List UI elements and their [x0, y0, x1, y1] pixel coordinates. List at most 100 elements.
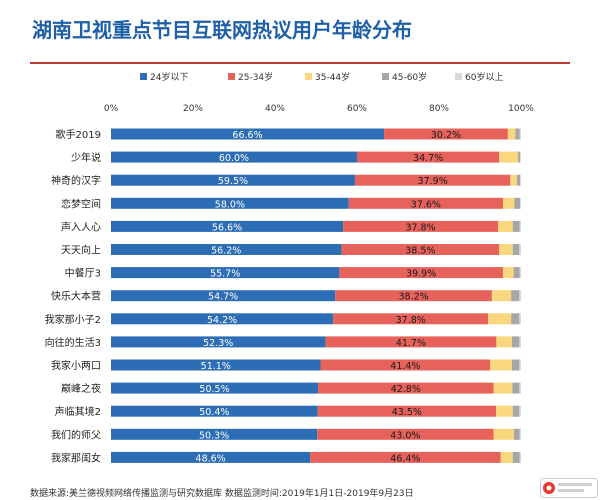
category-label: 歌手2019: [56, 128, 101, 141]
bar-segment: [490, 359, 512, 371]
bar-segment: [514, 428, 520, 440]
data-label: 50.4%: [199, 407, 229, 418]
data-label: 48.6%: [196, 453, 226, 464]
x-tick-label: 80%: [429, 104, 449, 114]
bar-segment: [519, 313, 521, 325]
bar-segment: [111, 267, 340, 279]
x-tick-label: 20%: [183, 104, 203, 114]
bar-segment: [519, 267, 521, 279]
bar-segment: [515, 128, 520, 140]
legend-swatch: [455, 73, 462, 80]
bar-segment: [519, 336, 521, 348]
data-label: 37.8%: [396, 315, 426, 326]
data-label: 43.5%: [392, 407, 422, 418]
bar-segment: [488, 313, 512, 325]
bar-segment: [520, 197, 521, 209]
bar-segment: [512, 244, 520, 255]
data-label: 50.5%: [199, 384, 229, 395]
data-label: 37.9%: [418, 176, 448, 187]
bar-segment: [519, 290, 521, 302]
bar-segment: [111, 220, 344, 232]
bar-segment: [511, 290, 520, 302]
data-label: 52.3%: [203, 338, 233, 349]
bar-segment: [335, 290, 492, 302]
data-label: 60.0%: [219, 153, 249, 164]
bar-segment: [512, 405, 520, 417]
bar-segment: [511, 313, 520, 325]
bar-segment: [111, 451, 311, 463]
legend-label: 25-34岁: [238, 71, 273, 83]
x-tick-label: 0%: [104, 104, 119, 114]
bars: [111, 128, 521, 463]
category-label: 声入人心: [61, 220, 101, 233]
bar-segment: [111, 174, 355, 186]
category-label: 恋梦空间: [61, 197, 101, 210]
bar-segment: [111, 197, 349, 209]
bar-segment: [514, 197, 521, 209]
bar-segment: [500, 451, 513, 463]
bar-segment: [320, 359, 491, 371]
category-label: 我们的师父: [51, 428, 101, 441]
bar-segment: [493, 382, 513, 394]
bar-segment: [310, 451, 501, 463]
chart-title: 湖南卫视重点节目互联网热议用户年龄分布: [32, 18, 412, 42]
bar-segment: [341, 244, 500, 255]
bar-segment: [511, 336, 520, 348]
bar-segment: [499, 244, 513, 255]
bar-segment: [512, 382, 520, 394]
category-label: 少年说: [71, 151, 101, 164]
bar-segment: [519, 128, 521, 140]
bar-segment: [507, 128, 516, 140]
bar-segment: [339, 267, 503, 279]
legend-label: 60岁以上: [465, 71, 503, 83]
data-label: 38.2%: [398, 292, 428, 303]
bar-segment: [111, 128, 385, 140]
bar-segment: [343, 220, 499, 232]
data-source-note: 数据来源:美兰德视频网络传播监测与研究数据库 数据监测时间:2019年1月1日-…: [30, 489, 414, 499]
category-label: 快乐大本营: [51, 290, 101, 303]
x-tick-label: 60%: [347, 104, 367, 114]
bar-segment: [318, 382, 494, 394]
data-label: 43.0%: [390, 430, 420, 441]
bar-segment: [502, 197, 515, 209]
bar-segment: [111, 428, 318, 440]
bar-segment: [516, 174, 521, 186]
legend-label: 24岁以下: [150, 71, 188, 83]
bar-segment: [325, 336, 497, 348]
bar-segment: [111, 405, 318, 417]
bar-segment: [491, 290, 512, 302]
bar-segment: [510, 174, 517, 186]
x-axis-ticks: 0% 20% 40% 60% 80% 100%: [104, 104, 534, 114]
data-label: 41.7%: [396, 338, 426, 349]
data-label: 30.2%: [431, 130, 461, 141]
watermark-logo: [540, 478, 598, 498]
category-label: 我家那闺女: [51, 451, 101, 464]
data-label: 54.2%: [207, 315, 237, 326]
bar-segment: [519, 428, 521, 440]
data-label: 37.8%: [405, 222, 435, 233]
bar-segment: [111, 382, 319, 394]
bar-segment: [111, 290, 336, 302]
legend: 24岁以下 25-34岁 35-44岁 45-60岁 60岁以上: [140, 71, 503, 83]
data-label: 56.2%: [211, 246, 241, 257]
data-labels: 66.6% 30.2% 60.0% 34.7% 59.5% 37.9% 58.0% 37.6%…: [196, 130, 462, 464]
bar-segment: [333, 313, 489, 325]
data-label: 66.6%: [232, 130, 262, 141]
legend-swatch: [305, 73, 312, 80]
bar-segment: [519, 359, 521, 371]
bar-segment: [493, 428, 515, 440]
bar-segment: [519, 451, 521, 463]
bar-segment: [519, 405, 521, 417]
data-label: 51.1%: [201, 361, 231, 372]
bar-segment: [348, 197, 503, 209]
data-label: 41.4%: [390, 361, 420, 372]
bar-segment: [111, 359, 321, 371]
category-label: 我家小两口: [51, 359, 101, 372]
bar-segment: [317, 428, 494, 440]
legend-swatch: [382, 73, 389, 80]
bar-segment: [111, 336, 326, 348]
data-label: 34.7%: [413, 153, 443, 164]
bar-segment: [519, 382, 521, 394]
